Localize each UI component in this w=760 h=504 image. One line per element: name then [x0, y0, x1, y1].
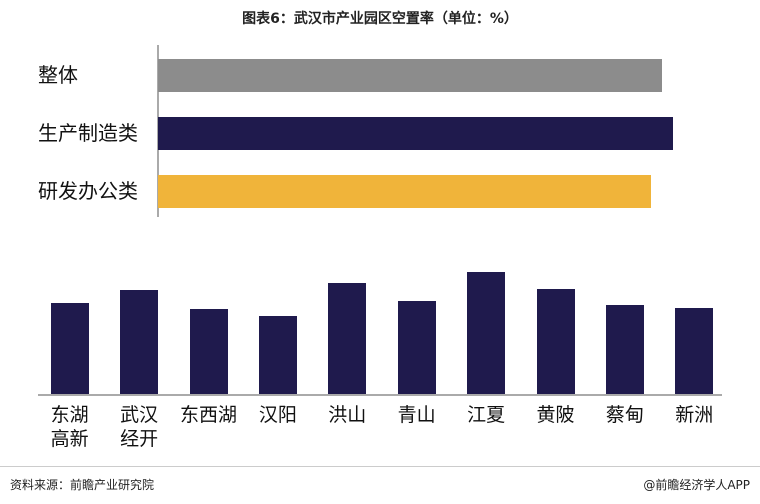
divider: [0, 466, 760, 467]
category-label: 东西湖: [179, 404, 237, 426]
category-label: 整体: [38, 63, 78, 87]
bar: [189, 308, 228, 394]
bar: [536, 288, 575, 394]
category-label: 东湖 高新: [50, 404, 89, 450]
category-label: 青山: [397, 404, 436, 426]
category-label: 武汉 经开: [120, 404, 159, 450]
bar: [158, 174, 652, 208]
bar: [50, 302, 89, 394]
bar: [467, 272, 506, 394]
bar: [120, 290, 159, 394]
bar: [397, 300, 436, 394]
bar: [675, 308, 714, 394]
source: 资料来源：前瞻产业研究院: [10, 478, 155, 492]
category-label: 汉阳: [258, 404, 297, 426]
category-label: 新洲: [675, 404, 714, 426]
bar: [158, 58, 663, 92]
bar: [328, 282, 367, 394]
chart-title: 图表6：武汉市产业园区空置率（单位：%）: [242, 11, 518, 27]
axis-line: [38, 394, 722, 396]
bar: [158, 116, 674, 150]
category-label: 黄陂: [536, 404, 575, 426]
category-label: 研发办公类: [38, 179, 138, 203]
credit: @前瞻经济学人APP: [643, 478, 750, 492]
category-label: 江夏: [467, 404, 506, 426]
category-label: 蔡甸: [605, 404, 644, 426]
bar: [605, 304, 644, 394]
category-label: 生产制造类: [38, 121, 138, 145]
bar: [258, 316, 297, 394]
category-label: 洪山: [328, 404, 367, 426]
